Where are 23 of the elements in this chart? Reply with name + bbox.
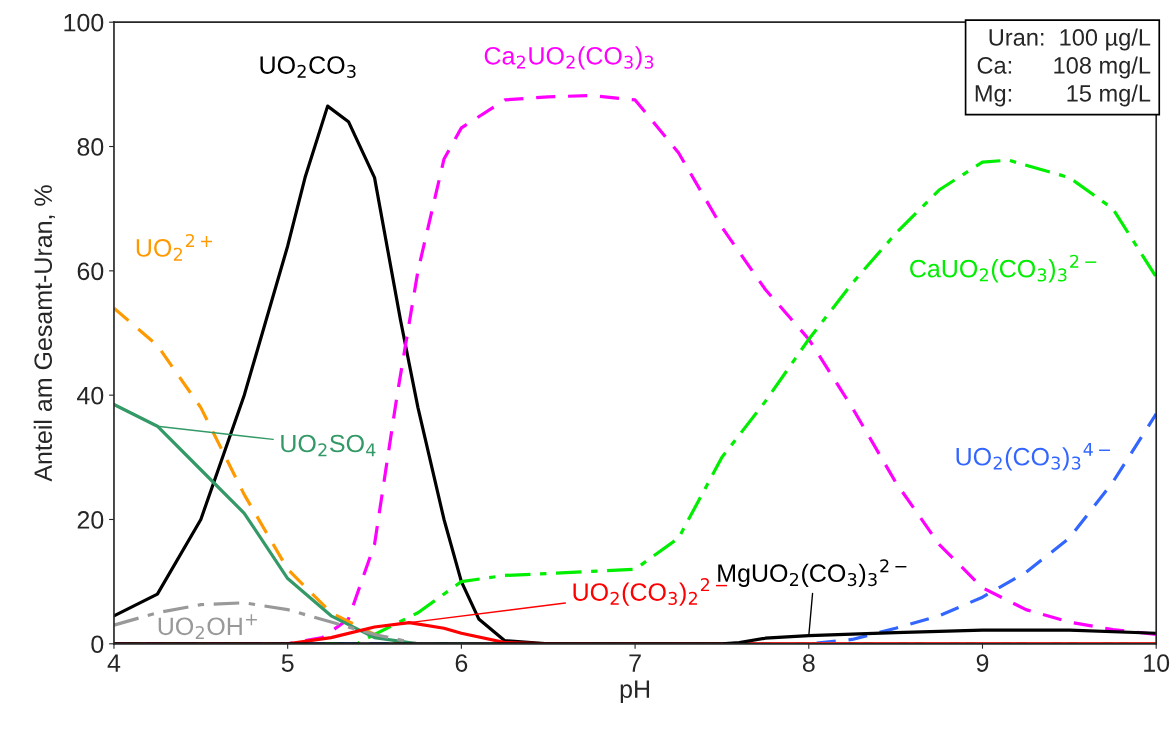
annotation: UO$_{2}$$^{2+}$	[136, 233, 212, 261]
annotation: UO$_{2}$OH$^{+}$	[158, 614, 257, 639]
x-tick-label: 9	[976, 654, 989, 672]
x-axis-title: pH	[620, 680, 650, 703]
x-tick-label: 7	[629, 654, 641, 672]
annotation: CaUO$_{2}$(CO$_{3}$)$_{3}$$^{2−}$	[910, 254, 1097, 283]
x-tick-label: 5	[281, 654, 294, 672]
x-tick-label: 4	[107, 654, 121, 672]
y-axis-title: Anteil am Gesamt-Uran, %	[33, 185, 55, 482]
annotation: Ca$_{2}$UO$_{2}$(CO$_{3}$)$_{3}$	[484, 46, 654, 70]
y-tick-label: 80	[77, 138, 104, 156]
y-tick-label: 0	[91, 635, 104, 654]
x-tick-label: 6	[455, 654, 468, 672]
y-tick-label: 100	[64, 13, 104, 32]
y-tick-label: 20	[77, 511, 104, 529]
y-tick-label: 40	[77, 386, 104, 405]
x-tick-label: 10	[1144, 654, 1170, 672]
annotation: Uran: 100 µg/L Ca: 108 mg/L Mg: 15 mg/L	[975, 28, 1151, 107]
y-tick-label: 60	[77, 262, 104, 281]
annotation: UO$_{2}$SO$_{4}$	[281, 434, 376, 457]
annotation: UO$_{2}$(CO$_{3}$)$_{3}$$^{4−}$	[956, 442, 1111, 471]
x-tick-label: 8	[802, 654, 815, 672]
annotation: UO$_{2}$CO$_{3}$	[260, 56, 356, 78]
